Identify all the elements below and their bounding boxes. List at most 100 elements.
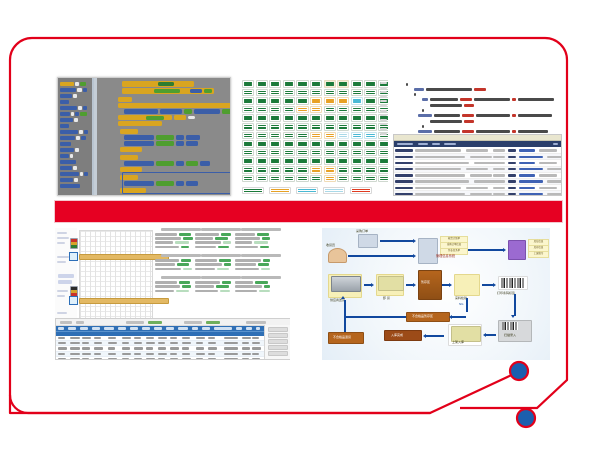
status-cell[interactable] <box>242 140 255 148</box>
code-line[interactable] <box>418 114 432 117</box>
block-group-header[interactable] <box>120 129 138 134</box>
block-logic[interactable] <box>204 89 212 93</box>
status-cell[interactable] <box>269 97 282 105</box>
status-cell[interactable] <box>377 174 388 183</box>
code-line[interactable] <box>422 125 424 128</box>
status-cell[interactable] <box>364 165 377 174</box>
palette-block[interactable] <box>60 135 90 140</box>
gantt-task-anchor[interactable] <box>69 296 78 305</box>
status-cell[interactable] <box>337 131 350 140</box>
log-row[interactable] <box>394 185 561 192</box>
status-cell[interactable] <box>255 157 268 165</box>
status-cell[interactable] <box>377 148 388 157</box>
status-cell[interactable] <box>255 174 268 183</box>
table-row[interactable] <box>56 341 290 347</box>
block-call[interactable] <box>194 109 220 114</box>
block-set[interactable] <box>124 135 154 140</box>
palette-block[interactable] <box>60 117 90 122</box>
code-line[interactable] <box>476 114 510 117</box>
status-cell[interactable] <box>323 114 336 122</box>
block-set[interactable] <box>124 161 154 166</box>
code-string[interactable] <box>512 130 516 133</box>
palette-block[interactable] <box>60 111 90 116</box>
palette-block[interactable] <box>60 153 90 158</box>
status-cell[interactable] <box>323 80 336 88</box>
table-header-row[interactable] <box>56 326 290 331</box>
status-cell[interactable] <box>242 131 255 140</box>
block-op[interactable] <box>186 135 200 140</box>
blocks-canvas[interactable] <box>98 78 230 195</box>
status-cell[interactable] <box>296 157 309 165</box>
status-cell[interactable] <box>282 80 295 88</box>
status-cell[interactable] <box>269 140 282 148</box>
status-cell[interactable] <box>296 97 309 105</box>
status-cell[interactable] <box>309 157 323 165</box>
block-slot[interactable] <box>188 116 195 119</box>
status-cell[interactable] <box>323 174 336 183</box>
status-cell[interactable] <box>309 165 323 174</box>
status-cell[interactable] <box>296 174 309 183</box>
status-cell[interactable] <box>364 114 377 122</box>
code-line[interactable] <box>426 88 472 91</box>
code-string[interactable] <box>460 98 472 101</box>
block-control-then[interactable] <box>118 103 230 108</box>
status-cell[interactable] <box>323 165 336 174</box>
warehouse-shelf-node[interactable] <box>508 240 526 260</box>
status-cell[interactable] <box>309 140 323 148</box>
status-cell[interactable] <box>337 97 350 105</box>
status-cell[interactable] <box>337 174 350 183</box>
block-op[interactable] <box>186 141 198 146</box>
status-cell[interactable] <box>364 105 377 114</box>
status-cell[interactable] <box>377 140 388 148</box>
status-cell[interactable] <box>364 157 377 165</box>
status-cell[interactable] <box>269 131 282 140</box>
status-cell[interactable] <box>337 157 350 165</box>
blocks-palette[interactable] <box>58 78 94 195</box>
palette-block[interactable] <box>60 93 90 98</box>
status-cell[interactable] <box>350 122 363 131</box>
palette-block[interactable] <box>60 171 90 176</box>
status-cell[interactable] <box>296 131 309 140</box>
table-row[interactable] <box>56 351 290 357</box>
code-line[interactable] <box>476 130 510 133</box>
table-row[interactable] <box>56 346 290 352</box>
palette-block[interactable] <box>60 165 90 170</box>
code-line[interactable] <box>414 93 416 96</box>
status-cell[interactable] <box>364 80 377 88</box>
block-control[interactable] <box>174 115 186 120</box>
status-cell[interactable] <box>350 97 363 105</box>
block-op[interactable] <box>176 141 184 146</box>
status-cell[interactable] <box>269 105 282 114</box>
block-group-end[interactable] <box>120 167 142 172</box>
log-tabbar[interactable] <box>394 135 561 141</box>
status-cell[interactable] <box>323 157 336 165</box>
code-line[interactable] <box>406 83 408 86</box>
status-cell[interactable] <box>364 88 377 97</box>
status-cell[interactable] <box>337 165 350 174</box>
block-control-if[interactable] <box>118 97 132 102</box>
code-line[interactable] <box>422 98 428 101</box>
status-cell[interactable] <box>323 97 336 105</box>
status-cell[interactable] <box>323 148 336 157</box>
block-value[interactable] <box>158 81 174 86</box>
status-cell[interactable] <box>350 140 363 148</box>
log-row[interactable] <box>394 178 561 186</box>
status-cell[interactable] <box>269 114 282 122</box>
status-cell[interactable] <box>282 174 295 183</box>
status-cell[interactable] <box>282 122 295 131</box>
status-cell[interactable] <box>242 114 255 122</box>
status-cell[interactable] <box>269 165 282 174</box>
block-group-end[interactable] <box>120 188 146 193</box>
status-cell[interactable] <box>309 114 323 122</box>
palette-block[interactable] <box>60 123 90 128</box>
palette-block[interactable] <box>60 183 90 188</box>
status-cell[interactable] <box>282 97 295 105</box>
status-cell[interactable] <box>350 165 363 174</box>
status-cell[interactable] <box>309 122 323 131</box>
code-string[interactable] <box>512 98 516 101</box>
block-text[interactable] <box>222 109 230 114</box>
gantt-task-anchor[interactable] <box>69 252 78 261</box>
code-line[interactable] <box>474 98 510 101</box>
status-cell[interactable] <box>242 97 255 105</box>
status-cell[interactable] <box>377 157 388 165</box>
